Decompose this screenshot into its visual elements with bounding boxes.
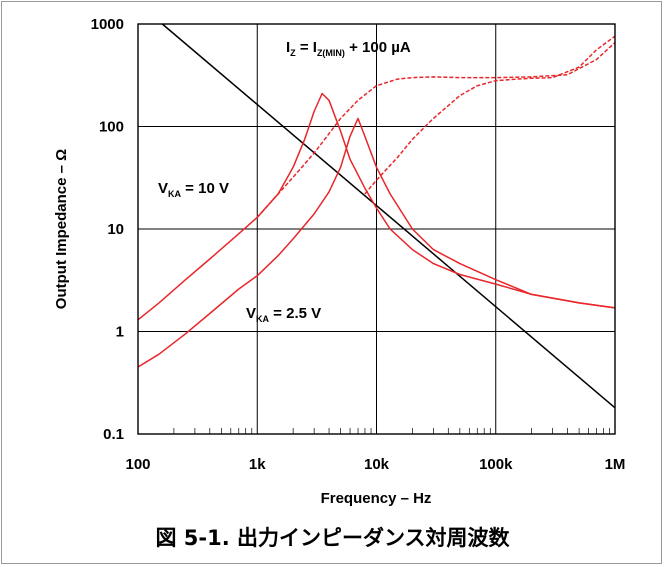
y-tick-label: 1000: [91, 16, 124, 33]
y-tick-label: 10: [107, 221, 124, 238]
vka-2-5v-label: VKA = 2.5 V: [246, 305, 321, 324]
y-tick-label: 1: [116, 324, 124, 341]
series-line-5: [364, 35, 616, 195]
x-tick-label: 1M: [605, 456, 626, 473]
x-tick-label: 1k: [249, 456, 266, 473]
y-tick-label: 100: [99, 119, 124, 136]
figure-caption: 図 5-1. 出力インピーダンス対周波数: [155, 526, 510, 550]
y-axis-title: Output Impedance – Ω: [53, 149, 70, 309]
vka-10v-label: VKA = 10 V: [158, 180, 229, 199]
iz-annotation: IZ = IZ(MIN) + 100 µA: [286, 39, 411, 58]
x-tick-label: 100k: [479, 456, 513, 473]
x-tick-label: 10k: [364, 456, 390, 473]
series-line-4: [137, 117, 616, 368]
series-line-2: [137, 92, 616, 321]
x-axis-title: Frequency – Hz: [321, 490, 432, 507]
x-tick-label: 100: [125, 456, 150, 473]
tick-labels: 100 1k 10k 100k 1M 0.1 1 10 100 1000: [91, 16, 626, 473]
y-tick-label: 0.1: [103, 426, 124, 443]
series-line-1: [161, 23, 616, 409]
grid: [138, 24, 615, 434]
plot-frame: [137, 23, 616, 435]
series-line-3: [256, 41, 616, 218]
series-layer: [137, 23, 616, 409]
